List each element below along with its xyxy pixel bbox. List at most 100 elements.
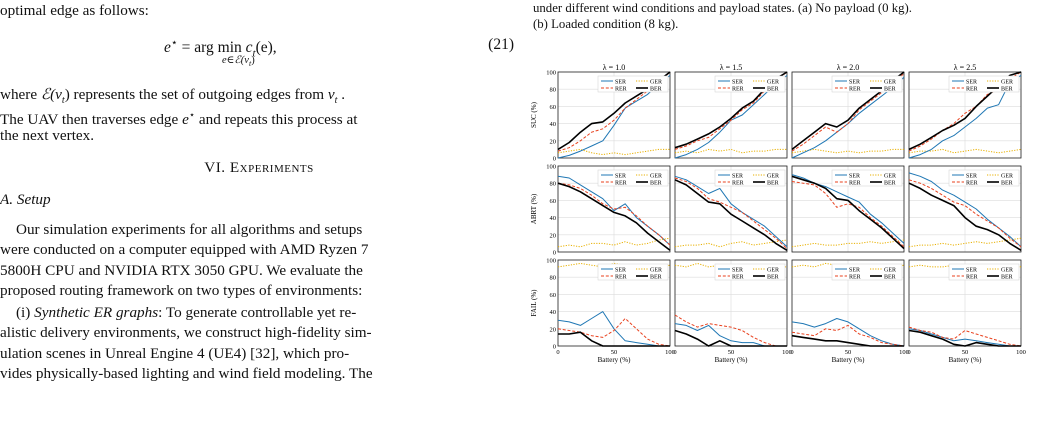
legend-label: SER	[849, 267, 860, 273]
series-line-ber	[908, 329, 1021, 347]
legend-label: BER	[767, 180, 779, 186]
legend-label: RER	[615, 274, 627, 280]
y-tick-label: 0	[553, 344, 556, 351]
legend: SER GER RER BER	[597, 75, 669, 92]
subplot-panel: SER GER RER BER	[908, 71, 1022, 159]
series-line-rer	[908, 326, 1022, 347]
legend-label: SER	[615, 267, 626, 273]
series-line-ber	[557, 182, 671, 251]
legend-label: BER	[1001, 180, 1013, 186]
legend-label: BER	[650, 274, 662, 280]
subplot-panel: 0 20 40 60 80 100 SUC (%) SER GER RER BER	[530, 70, 671, 163]
y-axis-label: FAIL (%)	[530, 289, 538, 317]
legend-label: RER	[966, 86, 978, 92]
x-tick-label: 0	[790, 349, 793, 356]
series-line-rer	[791, 73, 905, 152]
paragraph-line: ulation scenes in Unreal Engine 4 (UE4) …	[0, 345, 350, 362]
legend-label: GER	[767, 79, 779, 85]
legend-box	[597, 169, 669, 187]
series-line-rer	[791, 324, 905, 347]
series-line-ber	[791, 334, 904, 347]
paragraph-line: The UAV then traverses edge e⋆ and repea…	[0, 110, 358, 129]
legend-label: GER	[767, 173, 779, 179]
paragraph-line: the next vertex.	[0, 127, 95, 144]
plot-frame	[791, 259, 905, 347]
legend-label: RER	[732, 180, 744, 186]
legend: SER GER RER BER	[831, 169, 903, 186]
legend-label: BER	[650, 86, 662, 92]
legend-label: RER	[849, 180, 861, 186]
paragraph-line: where ℰ(vt) represents the set of outgoi…	[0, 86, 345, 107]
x-tick-label: 100	[899, 349, 909, 356]
series-line-rer	[908, 71, 1022, 152]
paragraph-line: (i) Synthetic ER graphs: To generate con…	[16, 304, 357, 321]
legend-label: SER	[849, 173, 860, 179]
plot-frame	[908, 165, 1022, 253]
legend-label: SER	[849, 79, 860, 85]
series-line-rer	[674, 314, 787, 347]
legend-box	[948, 169, 1020, 187]
y-axis-label: SUC (%)	[530, 101, 538, 128]
legend-box	[948, 75, 1020, 93]
legend-label: RER	[966, 274, 978, 280]
legend-label: SER	[732, 79, 743, 85]
legend-label: RER	[849, 86, 861, 92]
legend-label: BER	[650, 180, 662, 186]
subplot-panel: SER GER RER BER	[674, 71, 788, 159]
series-line-rer	[557, 71, 671, 152]
legend-label: BER	[1001, 86, 1013, 92]
legend-label: GER	[1001, 267, 1013, 273]
legend-label: GER	[884, 173, 896, 179]
y-tick-label: 40	[550, 309, 557, 316]
plot-frame	[791, 71, 905, 159]
legend-box	[831, 263, 903, 281]
figure-chart-grid: λ = 1.0 λ = 1.5 λ = 2.0 λ = 2.5 0 20 40 60 80 100…	[530, 63, 1026, 364]
x-tick-label: 0	[907, 349, 910, 356]
legend-label: SER	[966, 267, 977, 273]
legend-label: BER	[767, 274, 779, 280]
series-line-ger	[791, 239, 905, 248]
legend-label: GER	[650, 173, 662, 179]
series-line-ser	[674, 175, 788, 248]
y-tick-label: 80	[550, 87, 557, 94]
series-line-ber	[674, 329, 787, 347]
y-tick-label: 40	[550, 215, 557, 222]
legend: SER GER RER BER	[948, 169, 1020, 187]
plot-frame	[908, 71, 1022, 159]
legend: SER GER RER BER	[948, 263, 1020, 280]
series-line-ser	[791, 318, 905, 347]
x-tick-label: 50	[728, 349, 735, 356]
legend-label: RER	[615, 86, 627, 92]
column-title: λ = 1.0	[603, 63, 625, 72]
column-title: λ = 2.0	[837, 63, 859, 72]
legend-label: SER	[615, 173, 626, 179]
series-line-ger	[557, 237, 671, 248]
legend: SER GER RER BER	[714, 263, 786, 281]
equation-subscript: e∈ℰ(vt)	[222, 55, 255, 69]
series-line-ger	[557, 148, 670, 156]
series-line-rer	[557, 318, 671, 347]
subplot-panel: 0 50 100 Battery (%) SER GER RER BER	[790, 259, 909, 364]
series-line-ger	[674, 239, 788, 248]
figure-caption-line: (b) Loaded condition (8 kg).	[533, 17, 679, 31]
x-tick-label: 50	[611, 349, 618, 356]
legend-label: BER	[1001, 274, 1013, 280]
legend-label: SER	[966, 79, 977, 85]
y-tick-label: 0	[553, 250, 556, 257]
y-axis-label: ABRT (%)	[530, 193, 538, 224]
legend: SER GER RER BER	[597, 263, 669, 280]
x-axis-label: Battery (%)	[715, 356, 749, 364]
plot-frame	[674, 71, 788, 159]
subplot-panel: SER GER RER BER	[908, 165, 1022, 253]
y-tick-label: 100	[546, 70, 556, 77]
legend-label: GER	[1001, 173, 1013, 179]
series-line-ser	[557, 311, 670, 347]
y-tick-label: 80	[550, 275, 557, 282]
series-line-ger	[791, 148, 904, 154]
x-axis-label: Battery (%)	[598, 356, 632, 364]
paragraph-line: were conducted on a computer equipped wi…	[0, 241, 369, 258]
legend-label: GER	[650, 267, 662, 273]
y-tick-label: 0	[553, 156, 556, 163]
column-title: λ = 1.5	[720, 63, 742, 72]
legend-box	[714, 263, 786, 281]
